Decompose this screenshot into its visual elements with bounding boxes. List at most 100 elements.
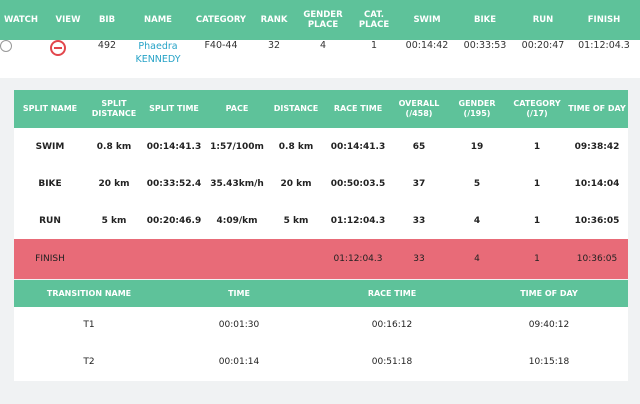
split-row-finish: FINISH 01:12:04.3 33 4 1 10:36:05 (14, 239, 628, 279)
athlete-last-name: KENNEDY (135, 54, 181, 65)
transition-time: 00:01:14 (164, 342, 314, 381)
finish-name: FINISH (14, 239, 86, 279)
finish-race-time: 01:12:04.3 (324, 239, 392, 279)
header-bib: BIB (98, 15, 116, 25)
header-run: RUN (532, 15, 554, 25)
th-race-time: RACE TIME (324, 90, 392, 128)
th-transition-time: TIME (164, 280, 314, 307)
view-cell (50, 40, 86, 76)
split-name: SWIM (14, 128, 86, 165)
header-name: NAME (144, 15, 172, 25)
split-race-time: 01:12:04.3 (324, 202, 392, 239)
finish-empty (86, 239, 142, 279)
split-gender: 4 (446, 202, 508, 239)
th-pace: PACE (206, 90, 268, 128)
header-swim: SWIM (413, 15, 441, 25)
th-split-distance: SPLIT DISTANCE (86, 90, 142, 128)
splits-table: SPLIT NAME SPLIT DISTANCE SPLIT TIME PAC… (14, 90, 628, 279)
th-transition-time-of-day: TIME OF DAY (470, 280, 628, 307)
finish-time-of-day: 10:36:05 (566, 239, 628, 279)
watch-cell (0, 40, 42, 76)
transition-name: T2 (14, 342, 164, 381)
transition-race-time: 00:16:12 (314, 307, 470, 342)
athlete-gender-place: 4 (319, 40, 327, 51)
split-gender: 5 (446, 165, 508, 202)
finish-overall: 33 (392, 239, 446, 279)
transition-time-of-day: 10:15:18 (470, 342, 628, 381)
athlete-row[interactable]: 492 Phaedra KENNEDY F40-44 32 4 1 00:14:… (0, 40, 640, 76)
finish-category: 1 (508, 239, 566, 279)
split-distance: 0.8 km (86, 128, 142, 165)
splits-header-row: SPLIT NAME SPLIT DISTANCE SPLIT TIME PAC… (14, 90, 628, 128)
header-rank: RANK (260, 15, 288, 25)
finish-empty (142, 239, 206, 279)
collapse-minus-icon[interactable] (50, 40, 66, 56)
split-gender: 19 (446, 128, 508, 165)
split-cum-distance: 20 km (268, 165, 324, 202)
th-split-time: SPLIT TIME (142, 90, 206, 128)
athlete-swim: 00:14:42 (405, 40, 449, 51)
split-cum-distance: 0.8 km (268, 128, 324, 165)
athlete-name-cell: Phaedra KENNEDY (126, 40, 190, 76)
header-cat-place: CAT. PLACE (358, 10, 390, 30)
split-row-swim: SWIM 0.8 km 00:14:41.3 1:57/100m 0.8 km … (14, 128, 628, 165)
athlete-bike: 00:33:53 (463, 40, 507, 51)
th-transition-race-time: RACE TIME (314, 280, 470, 307)
transitions-table: TRANSITION NAME TIME RACE TIME TIME OF D… (14, 280, 628, 381)
split-row-bike: BIKE 20 km 00:33:52.4 35.43km/h 20 km 00… (14, 165, 628, 202)
results-header: WATCH VIEW BIB NAME CATEGORY RANK GENDER… (0, 0, 640, 40)
th-overall: OVERALL (/458) (392, 90, 446, 128)
header-category: CATEGORY (195, 15, 247, 25)
athlete-rank: 32 (267, 40, 281, 51)
header-finish: FINISH (587, 15, 621, 25)
transition-time-of-day: 09:40:12 (470, 307, 628, 342)
header-gender-place: GENDER PLACE (303, 10, 343, 30)
split-name: RUN (14, 202, 86, 239)
split-time: 00:20:46.9 (142, 202, 206, 239)
athlete-name-link[interactable]: Phaedra KENNEDY (126, 40, 190, 66)
split-time-of-day: 10:36:05 (566, 202, 628, 239)
split-name: BIKE (14, 165, 86, 202)
split-pace: 4:09/km (206, 202, 268, 239)
transition-time: 00:01:30 (164, 307, 314, 342)
athlete-details-panel: SPLIT NAME SPLIT DISTANCE SPLIT TIME PAC… (0, 78, 640, 404)
athlete-finish: 01:12:04.3 (578, 40, 630, 51)
athlete-first-name: Phaedra (138, 41, 178, 52)
transition-row-t1: T1 00:01:30 00:16:12 09:40:12 (14, 307, 628, 342)
split-overall: 37 (392, 165, 446, 202)
header-view: VIEW (55, 15, 81, 25)
finish-empty (268, 239, 324, 279)
split-pace: 35.43km/h (206, 165, 268, 202)
split-overall: 33 (392, 202, 446, 239)
split-distance: 5 km (86, 202, 142, 239)
split-time: 00:14:41.3 (142, 128, 206, 165)
th-transition-name: TRANSITION NAME (14, 280, 164, 307)
split-pace: 1:57/100m (206, 128, 268, 165)
finish-gender: 4 (446, 239, 508, 279)
split-race-time: 00:50:03.5 (324, 165, 392, 202)
transition-row-t2: T2 00:01:14 00:51:18 10:15:18 (14, 342, 628, 381)
th-gender: GENDER (/195) (446, 90, 508, 128)
split-race-time: 00:14:41.3 (324, 128, 392, 165)
header-watch: WATCH (3, 15, 39, 25)
split-distance: 20 km (86, 165, 142, 202)
split-cum-distance: 5 km (268, 202, 324, 239)
split-time: 00:33:52.4 (142, 165, 206, 202)
athlete-bib: 492 (97, 40, 117, 51)
transition-name: T1 (14, 307, 164, 342)
finish-empty (206, 239, 268, 279)
split-category: 1 (508, 202, 566, 239)
transition-race-time: 00:51:18 (314, 342, 470, 381)
watch-radio-icon[interactable] (0, 40, 12, 52)
split-category: 1 (508, 165, 566, 202)
th-category: CATEGORY (/17) (508, 90, 566, 128)
split-time-of-day: 10:14:04 (566, 165, 628, 202)
header-bike: BIKE (473, 15, 497, 25)
th-split-name: SPLIT NAME (14, 90, 86, 128)
athlete-cat-place: 1 (370, 40, 378, 51)
athlete-category: F40-44 (204, 40, 238, 51)
th-distance: DISTANCE (268, 90, 324, 128)
split-row-run: RUN 5 km 00:20:46.9 4:09/km 5 km 01:12:0… (14, 202, 628, 239)
split-time-of-day: 09:38:42 (566, 128, 628, 165)
th-time-of-day: TIME OF DAY (566, 90, 628, 128)
